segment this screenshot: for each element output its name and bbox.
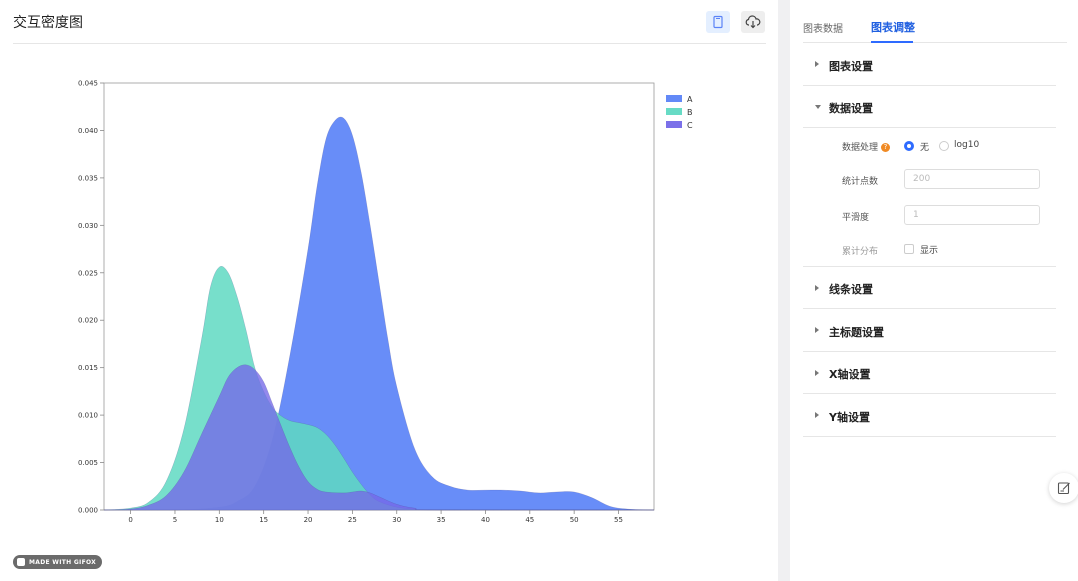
x-tick-label: 10 [215, 516, 224, 524]
x-tick-label: 30 [392, 516, 401, 524]
panel-tabs: 图表数据 图表调整 [803, 0, 1067, 43]
page-title: 交互密度图 [13, 15, 83, 31]
x-tick-label: 0 [128, 516, 132, 524]
section-label: Y轴设置 [829, 411, 870, 424]
edit-icon [1057, 482, 1070, 495]
badge-text: MADE WITH GIFOX [29, 558, 97, 566]
density-chart: 0 5 10 15 20 25 30 35 40 45 50 55 0.000 0.005 0.010 0.0… [78, 80, 693, 525]
smooth-input[interactable]: 1 [904, 205, 1040, 225]
section-x-axis-settings[interactable]: X轴设置 [803, 352, 1056, 394]
active-tab-indicator [871, 41, 913, 43]
x-tick-label: 50 [570, 516, 579, 524]
legend-swatch-B [666, 108, 682, 115]
cloud-download-icon [745, 15, 761, 29]
x-tick-label: 55 [614, 516, 623, 524]
y-tick-label: 0.020 [78, 317, 98, 325]
section-header[interactable]: 数据设置 [803, 86, 1056, 128]
points-label: 统计点数 [842, 177, 879, 187]
section-label: 图表设置 [829, 60, 873, 73]
points-input[interactable]: 200 [904, 169, 1040, 189]
tab-chart-adjust[interactable]: 图表调整 [871, 21, 915, 34]
fox-icon [17, 558, 25, 566]
legend-label-A: A [687, 95, 693, 104]
download-button[interactable] [741, 11, 765, 33]
show-checkbox-label: 显示 [920, 246, 939, 256]
section-main-title-settings[interactable]: 主标题设置 [803, 309, 1056, 352]
y-tick-label: 0.025 [78, 269, 98, 277]
section-chart-settings[interactable]: 图表设置 [803, 43, 1056, 86]
processing-label-text: 数据处理 [842, 143, 879, 153]
cumulative-label: 累计分布 [842, 247, 879, 257]
chart-panel: 交互密度图 0 5 10 15 20 25 30 35 40 45 50 55 0.000 0.005 0.… [0, 0, 778, 581]
legend-swatch-C [666, 121, 682, 128]
section-label: 数据设置 [829, 102, 873, 115]
y-tick-label: 0.030 [78, 222, 98, 230]
section-label: X轴设置 [829, 368, 871, 381]
x-tick-label: 35 [437, 516, 446, 524]
x-tick-label: 15 [259, 516, 268, 524]
x-tick-label: 20 [304, 516, 313, 524]
section-label: 主标题设置 [829, 326, 884, 339]
smooth-label: 平滑度 [842, 213, 870, 223]
legend-label-C: C [687, 121, 693, 130]
divider [803, 127, 1056, 128]
legend-label-B: B [687, 108, 693, 117]
copy-icon [713, 15, 723, 29]
section-line-settings[interactable]: 线条设置 [803, 267, 1056, 309]
x-tick-label: 5 [173, 516, 177, 524]
header-divider [13, 43, 766, 44]
caret-right-icon [815, 285, 819, 291]
section-y-axis-settings[interactable]: Y轴设置 [803, 394, 1056, 437]
help-icon[interactable]: ? [881, 143, 891, 152]
x-tick-label: 40 [481, 516, 490, 524]
settings-panel: 图表数据 图表调整 图表设置 数据设置 数据处理? 无 log10 统计点数 2… [790, 0, 1078, 581]
caret-right-icon [815, 412, 819, 418]
y-tick-label: 0.035 [78, 174, 98, 182]
x-tick-label: 25 [348, 516, 357, 524]
show-checkbox[interactable] [904, 244, 914, 254]
radio-none[interactable] [904, 141, 914, 151]
caret-right-icon [815, 327, 819, 333]
processing-label: 数据处理? [842, 140, 891, 153]
radio-none-label: 无 [920, 143, 930, 153]
x-tick-label: 45 [525, 516, 534, 524]
series-area-C [103, 364, 654, 511]
y-tick-label: 0.045 [78, 80, 98, 88]
y-tick-label: 0.000 [78, 507, 98, 515]
section-data-settings: 数据设置 数据处理? 无 log10 统计点数 200 平滑度 1 累计分布 显… [803, 86, 1056, 267]
section-label: 线条设置 [829, 283, 873, 296]
radio-log10-label: log10 [954, 140, 980, 150]
y-tick-label: 0.015 [78, 364, 98, 372]
radio-log10[interactable] [939, 141, 949, 151]
tab-chart-data[interactable]: 图表数据 [803, 24, 843, 35]
caret-right-icon [815, 370, 819, 376]
y-tick-label: 0.040 [78, 127, 98, 135]
copy-button[interactable] [706, 11, 730, 33]
made-with-badge: MADE WITH GIFOX [13, 555, 103, 569]
y-tick-label: 0.005 [78, 459, 98, 467]
caret-right-icon [815, 61, 819, 67]
edit-button[interactable] [1049, 473, 1078, 503]
y-tick-label: 0.010 [78, 412, 98, 420]
legend-swatch-A [666, 95, 682, 102]
caret-down-icon [815, 105, 821, 109]
